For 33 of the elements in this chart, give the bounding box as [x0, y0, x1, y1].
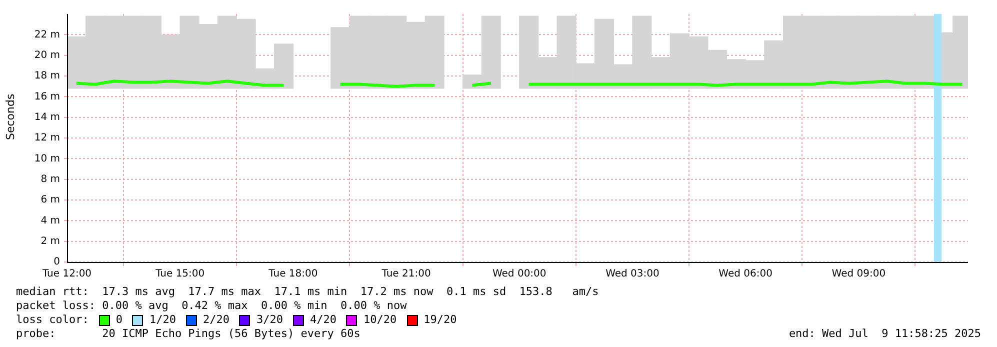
legend-label: 10/20: [363, 313, 397, 327]
y-tick-label: 14 m: [34, 112, 60, 123]
legend-title: loss color:: [16, 313, 89, 327]
y-tick-label: 12 m: [34, 132, 60, 144]
legend-label: 1/20: [149, 313, 176, 327]
y-tick-label: 0: [54, 256, 60, 268]
y-tick-label: 22 m: [34, 29, 60, 40]
text: end: Wed Jul 9 11:58:25 2025: [788, 327, 981, 341]
y-tick-label: 18 m: [34, 70, 60, 82]
x-tick-label: Tue 18:00: [268, 268, 318, 280]
x-tick-label: Tue 12:00: [41, 268, 92, 280]
x-tick-label: Tue 15:00: [154, 268, 205, 280]
legend-label: 2/20: [202, 313, 230, 327]
y-tick-label: 16 m: [34, 91, 60, 102]
legend-label: 0: [116, 313, 122, 327]
x-tick-label: Tue 21:00: [380, 268, 431, 280]
text: probe: 20 ICMP Echo Pings (56 Bytes) every 60s: [16, 327, 360, 341]
y-axis-title: Seconds: [4, 94, 17, 140]
legend-label: 4/20: [310, 313, 336, 327]
x-tick-label: Wed 09:00: [832, 268, 886, 280]
x-tick-label: Wed 03:00: [606, 268, 660, 280]
y-tick-label: 20 m: [34, 50, 60, 61]
legend-label: 3/20: [256, 313, 283, 327]
y-tick-label: 4 m: [40, 215, 60, 226]
x-tick-label: Wed 00:00: [492, 268, 546, 280]
y-tick-label: 6 m: [40, 194, 60, 206]
x-tick-label: Wed 06:00: [718, 268, 772, 280]
y-tick-label: 8 m: [40, 174, 60, 185]
y-tick-label: 10 m: [34, 153, 60, 164]
text: median rtt: 17.3 ms avg 17.7 ms max 17.1 ms min 17.2 ms now 0.1 ms sd 153.8 am/s: [16, 285, 599, 299]
text: packet loss: 0.00 % avg 0.42 % max 0.00 % min 0.00 % now: [16, 299, 407, 313]
legend-label: 19/20: [424, 313, 457, 327]
y-tick-label: 2 m: [40, 236, 60, 247]
